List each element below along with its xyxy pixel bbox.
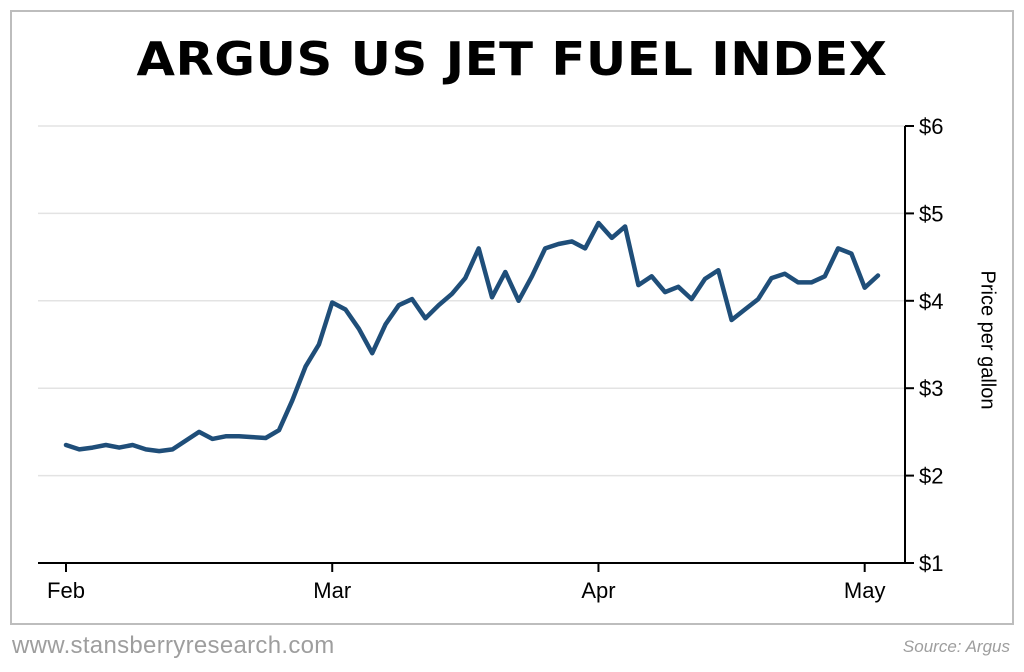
y-tick-label: $6 [919,114,943,139]
chart-frame [10,10,1014,625]
x-tick-label: Mar [313,578,351,603]
y-tick-label: $1 [919,551,943,576]
y-ticks: $6 $5 $4 $3 $2 $1 [905,114,943,576]
website-footer: www.stansberryresearch.com [12,632,335,659]
series-line [63,220,881,454]
y-tick-label: $2 [919,464,943,489]
x-ticks: Feb Mar Apr May [47,563,885,603]
axes [38,126,906,564]
y-tick-label: $4 [919,289,943,314]
y-axis-label: Price per gallon [976,270,999,410]
source-footer: Source: Argus [902,637,1010,656]
chart-title: ARGUS US JET FUEL INDEX [136,32,888,86]
series-group [63,220,881,454]
gridlines [38,125,905,477]
y-tick-label: $5 [919,201,943,226]
x-tick-label: Feb [47,578,85,603]
x-tick-label: Apr [581,578,615,603]
y-tick-label: $3 [919,376,943,401]
x-tick-label: May [844,578,886,603]
